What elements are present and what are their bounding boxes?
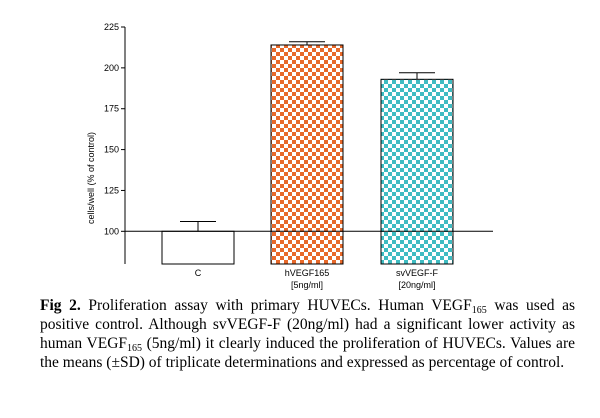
category-sublabel-2: [20ng/ml] [398, 280, 435, 290]
error-bars [180, 41, 435, 232]
caption-text-1: Proliferation assay with primary HUVECs.… [80, 297, 472, 314]
y-tick-label-200: 200 [104, 63, 119, 73]
caption-label: Fig 2. [40, 297, 81, 314]
y-tick-label-100: 100 [104, 226, 119, 236]
caption-subscript-1: 165 [471, 305, 487, 316]
bar-chart: 100 125 150 175 200 225 cells/well (% of cont… [86, 22, 493, 290]
bar-2 [380, 78, 454, 265]
bar-1 [270, 44, 344, 265]
y-tick-label-125: 125 [104, 185, 119, 195]
y-axis-title: cells/well (% of control) [86, 132, 96, 224]
caption-text-2: was used as positive control. Although s… [40, 297, 575, 352]
bars [161, 44, 454, 265]
bar-0 [161, 230, 235, 265]
figure-caption: Fig 2. Proliferation assay with primary … [40, 296, 575, 372]
y-tick-label-175: 175 [104, 104, 119, 114]
y-tick-label-150: 150 [104, 145, 119, 155]
category-label-2: svVEGF-F [396, 268, 439, 278]
category-label-1: hVEGF165 [285, 268, 330, 278]
y-tick-label-225: 225 [104, 22, 119, 32]
category-label-0: C [195, 268, 202, 278]
y-axis: 100 125 150 175 200 225 [104, 22, 126, 264]
category-sublabel-1: [5ng/ml] [291, 280, 323, 290]
caption-text-3: (5ng/ml) it clearly induced the prolifer… [40, 335, 575, 371]
caption-subscript-2: 165 [127, 343, 143, 354]
